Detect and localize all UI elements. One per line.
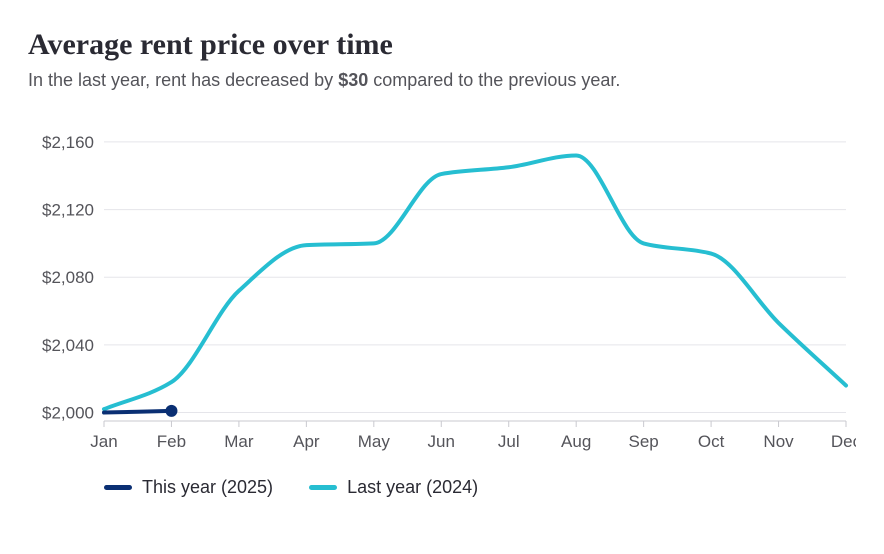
legend-swatch — [309, 485, 337, 490]
legend-label: This year (2025) — [142, 477, 273, 498]
legend-item: This year (2025) — [104, 477, 273, 498]
series-line-1 — [104, 411, 171, 413]
x-tick-label: Jun — [428, 432, 455, 451]
x-tick-label: Feb — [157, 432, 186, 451]
legend-item: Last year (2024) — [309, 477, 478, 498]
chart-container: Average rent price over time In the last… — [0, 0, 884, 554]
x-tick-label: Aug — [561, 432, 591, 451]
legend-label: Last year (2024) — [347, 477, 478, 498]
x-tick-label: Jul — [498, 432, 520, 451]
x-tick-label: Nov — [763, 432, 794, 451]
y-tick-label: $2,080 — [42, 268, 94, 287]
y-tick-label: $2,040 — [42, 336, 94, 355]
x-tick-label: Sep — [629, 432, 659, 451]
series-line-0 — [104, 155, 846, 409]
y-tick-label: $2,000 — [42, 404, 94, 423]
x-tick-label: Mar — [224, 432, 254, 451]
x-tick-label: Oct — [698, 432, 725, 451]
x-tick-label: Dec — [831, 432, 856, 451]
y-tick-label: $2,160 — [42, 133, 94, 152]
subtitle-prefix: In the last year, rent has decreased by — [28, 70, 338, 90]
line-chart-svg: $2,000 $2,040 $2,080 $2,120 $2,160 Jan Feb Mar A… — [28, 115, 856, 455]
chart-legend: This year (2025) Last year (2024) — [28, 477, 856, 498]
series-end-marker-1 — [165, 405, 177, 417]
legend-swatch — [104, 485, 132, 490]
subtitle-amount: $30 — [338, 70, 368, 90]
chart-title: Average rent price over time — [28, 28, 856, 62]
chart-area: $2,000 $2,040 $2,080 $2,120 $2,160 Jan Feb Mar A… — [28, 115, 856, 455]
subtitle-suffix: compared to the previous year. — [368, 70, 620, 90]
y-tick-label: $2,120 — [42, 201, 94, 220]
x-tick-label: Apr — [293, 432, 320, 451]
chart-subtitle: In the last year, rent has decreased by … — [28, 70, 856, 91]
x-tick-label: May — [358, 432, 391, 451]
x-tick-label: Jan — [90, 432, 117, 451]
